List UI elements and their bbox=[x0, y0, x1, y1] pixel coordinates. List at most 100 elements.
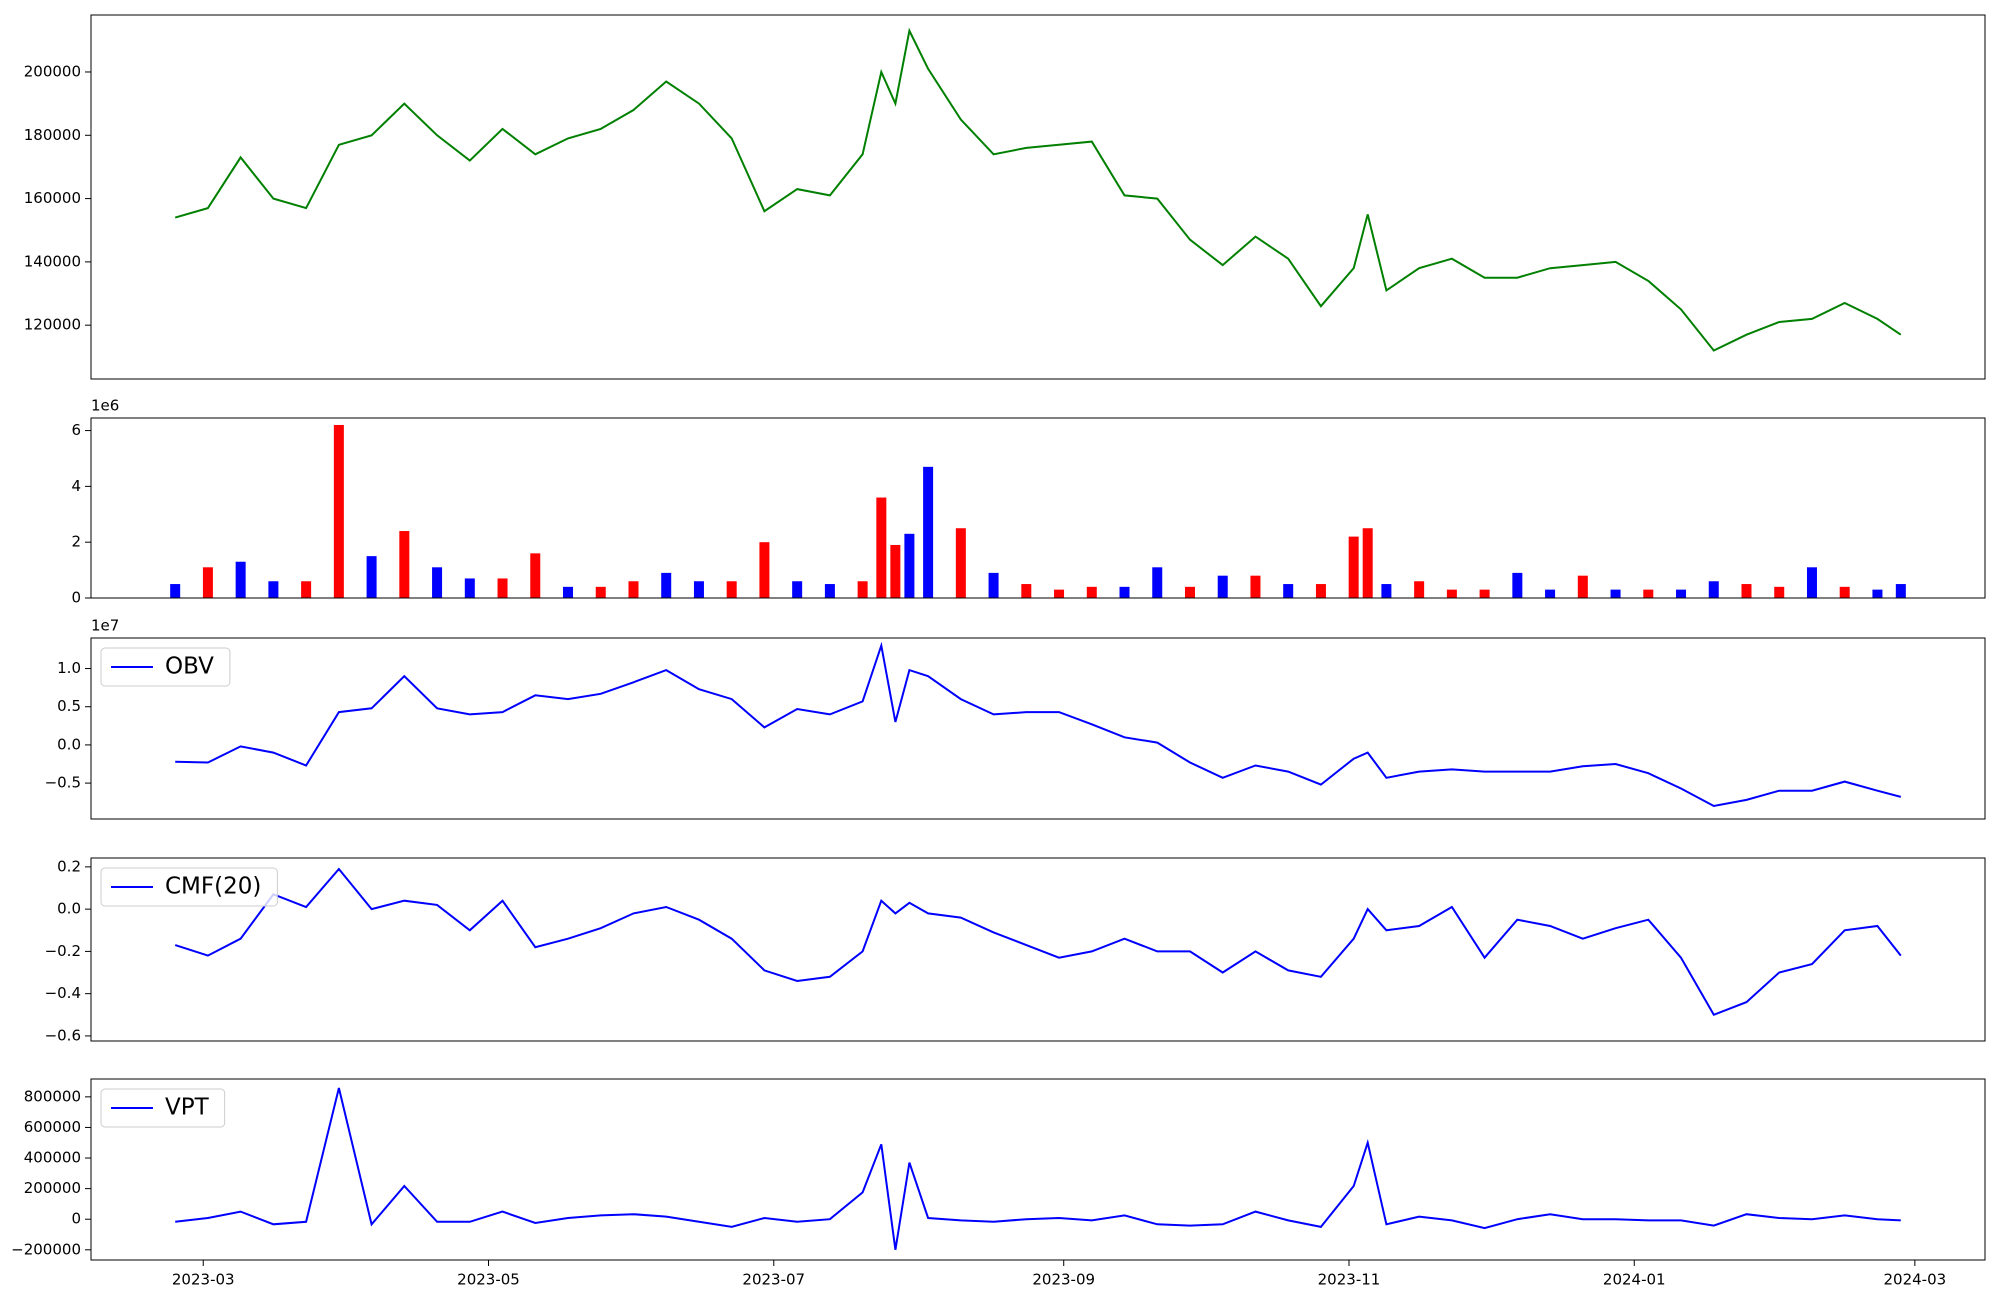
y-tick-label: 200000 bbox=[24, 1179, 81, 1197]
y-tick-label: 0 bbox=[71, 589, 81, 607]
bar bbox=[857, 581, 868, 598]
y-tick-label: 1.0 bbox=[57, 659, 81, 677]
x-tick-label: 2023-05 bbox=[457, 1271, 520, 1289]
y-tick-label: 0.0 bbox=[57, 900, 81, 918]
bar bbox=[1315, 584, 1326, 598]
bar bbox=[904, 533, 915, 598]
bar bbox=[1708, 581, 1719, 598]
bar bbox=[1872, 589, 1883, 598]
bar bbox=[1283, 584, 1294, 598]
bar bbox=[1348, 536, 1359, 598]
bar bbox=[792, 581, 803, 598]
bar bbox=[497, 578, 508, 598]
bar bbox=[170, 584, 181, 598]
bar bbox=[759, 542, 770, 598]
bar bbox=[399, 531, 410, 598]
bar bbox=[1577, 575, 1588, 598]
x-tick-label: 2024-03 bbox=[1884, 1271, 1947, 1289]
legend-label: OBV bbox=[165, 654, 214, 680]
x-tick-label: 2023-09 bbox=[1032, 1271, 1095, 1289]
bar bbox=[1643, 589, 1654, 598]
y-tick-label: 180000 bbox=[24, 126, 81, 144]
x-tick-label: 2023-11 bbox=[1318, 1271, 1381, 1289]
y-tick-label: 160000 bbox=[24, 189, 81, 207]
bar bbox=[661, 572, 672, 598]
axes-frame bbox=[90, 857, 1986, 1042]
y-tick-label: 0.5 bbox=[57, 697, 81, 715]
legend-label: VPT bbox=[165, 1095, 210, 1121]
bar bbox=[1250, 575, 1261, 598]
bar bbox=[530, 553, 541, 598]
axes-frame bbox=[90, 637, 1986, 820]
bar bbox=[1119, 586, 1130, 598]
bar bbox=[235, 561, 246, 598]
bar bbox=[301, 581, 312, 598]
y-tick-label: 4 bbox=[71, 477, 81, 495]
y-tick-label: 800000 bbox=[24, 1087, 81, 1105]
axes-frame bbox=[90, 14, 1986, 380]
y-tick-label: 120000 bbox=[24, 316, 81, 334]
y-tick-label: 600000 bbox=[24, 1118, 81, 1136]
y-tick-label: 0 bbox=[71, 1210, 81, 1228]
bar bbox=[1152, 567, 1163, 598]
bar bbox=[1610, 589, 1621, 598]
y-tick-label: 140000 bbox=[24, 252, 81, 270]
bar bbox=[432, 567, 443, 598]
bar bbox=[1446, 589, 1457, 598]
bar bbox=[1545, 589, 1556, 598]
bar bbox=[1381, 584, 1392, 598]
bar bbox=[333, 424, 344, 598]
bar bbox=[202, 567, 213, 598]
bar bbox=[563, 586, 574, 598]
axes-frame bbox=[90, 1078, 1986, 1261]
legend-box bbox=[100, 1088, 226, 1128]
bar bbox=[824, 584, 835, 598]
bar bbox=[693, 581, 704, 598]
series-line bbox=[175, 641, 1902, 808]
legend-box bbox=[100, 647, 231, 687]
bar bbox=[595, 586, 606, 598]
bar bbox=[1479, 589, 1490, 598]
bar bbox=[1086, 586, 1097, 598]
bar bbox=[1741, 584, 1752, 598]
bar bbox=[464, 578, 475, 598]
y-tick-label: 400000 bbox=[24, 1149, 81, 1167]
bar bbox=[890, 544, 901, 598]
legend-label: CMF(20) bbox=[165, 874, 261, 900]
offset-label: 1e6 bbox=[91, 397, 119, 415]
bar bbox=[366, 556, 377, 598]
bar bbox=[1414, 581, 1425, 598]
bar bbox=[923, 466, 934, 598]
axes-frame bbox=[90, 417, 1986, 599]
bar bbox=[1806, 567, 1817, 598]
series-line bbox=[174, 867, 1902, 1017]
y-tick-label: 2 bbox=[71, 533, 81, 551]
bar bbox=[1774, 586, 1785, 598]
bar bbox=[726, 581, 737, 598]
bar bbox=[988, 572, 999, 598]
bar bbox=[1362, 528, 1373, 598]
x-tick-label: 2024-01 bbox=[1603, 1271, 1666, 1289]
bar bbox=[1054, 589, 1065, 598]
offset-label: 1e7 bbox=[91, 617, 119, 635]
bar bbox=[1895, 584, 1906, 598]
y-tick-label: 200000 bbox=[24, 62, 81, 80]
legend-box bbox=[100, 867, 278, 907]
x-tick-label: 2023-03 bbox=[172, 1271, 235, 1289]
y-tick-label: −0.2 bbox=[45, 942, 81, 960]
y-tick-label: 0.2 bbox=[57, 857, 81, 875]
bar bbox=[1839, 586, 1850, 598]
y-tick-label: −0.4 bbox=[45, 984, 81, 1002]
bar bbox=[628, 581, 639, 598]
y-tick-label: −0.6 bbox=[45, 1026, 81, 1044]
bar bbox=[1217, 575, 1228, 598]
bar bbox=[268, 581, 279, 598]
y-tick-label: −200000 bbox=[11, 1240, 81, 1258]
bar bbox=[1184, 586, 1195, 598]
bar bbox=[955, 528, 966, 598]
y-tick-label: 0.0 bbox=[57, 735, 81, 753]
bar bbox=[1021, 584, 1032, 598]
series-line bbox=[175, 1087, 1901, 1250]
y-tick-label: 6 bbox=[71, 421, 81, 439]
y-tick-label: −0.5 bbox=[45, 774, 81, 792]
